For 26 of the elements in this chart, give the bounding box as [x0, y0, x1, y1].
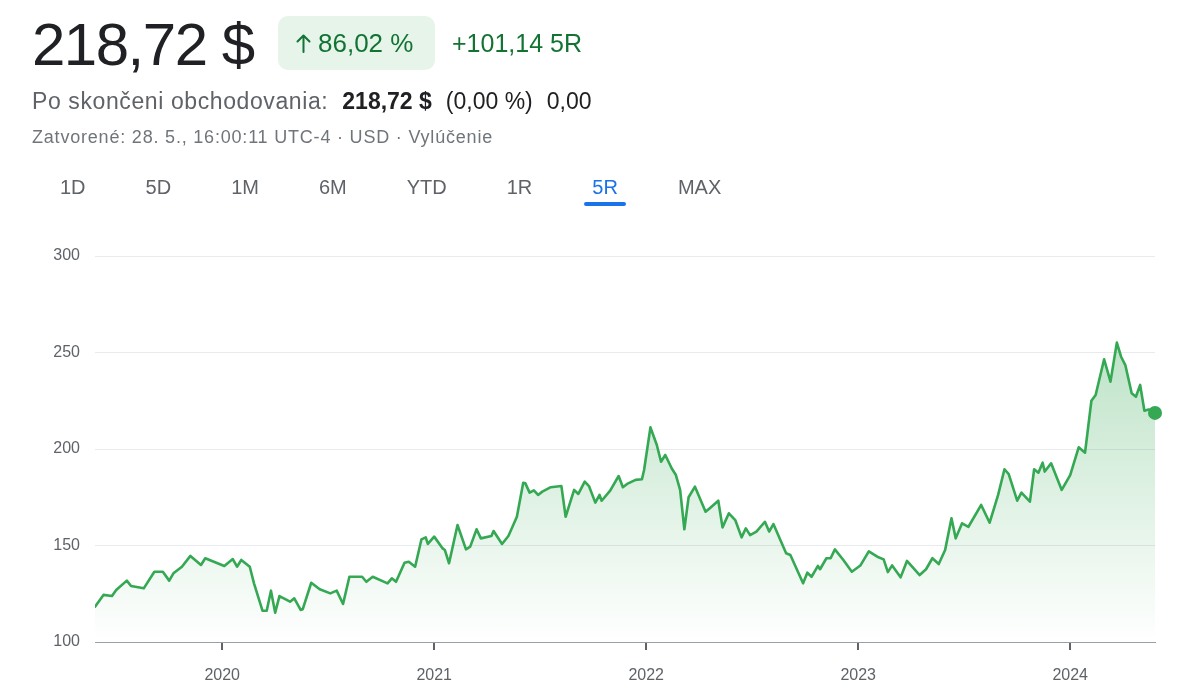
- text: 5R: [592, 176, 618, 198]
- y-tick-label: 100: [53, 632, 81, 650]
- x-tick-label: 2022: [628, 666, 665, 684]
- x-tick-label: 2020: [204, 666, 241, 684]
- y-tick-label: 300: [53, 246, 81, 264]
- text: 0,00: [546, 88, 592, 114]
- text: Po skončeni obchodovania:: [32, 88, 329, 114]
- text: 1D: [60, 176, 86, 198]
- text: 1M: [231, 176, 259, 198]
- text: (0,00 %): [445, 88, 533, 114]
- text: 5D: [145, 176, 172, 198]
- chart-title: 218,72 $: [32, 11, 254, 79]
- change-badge: 86,02 %: [278, 16, 435, 70]
- y-tick-label: 250: [53, 342, 81, 360]
- text: Zatvorené: 28. 5., 16:00:11 UTC-4 · USD · Vylúčenie: [32, 126, 493, 147]
- text: YTD: [406, 176, 447, 198]
- y-tick-label: 200: [53, 439, 81, 457]
- x-tick-label: 2021: [416, 666, 453, 684]
- y-tick-label: 150: [53, 535, 81, 553]
- x-tick-label: 2023: [840, 666, 877, 684]
- text: MAX: [677, 176, 722, 198]
- text: 1R: [506, 176, 533, 198]
- x-tick-label: 2024: [1052, 666, 1089, 684]
- text: 218,72 $: [342, 88, 432, 114]
- text: +101,14 5R: [452, 28, 582, 57]
- text: 6M: [318, 176, 347, 198]
